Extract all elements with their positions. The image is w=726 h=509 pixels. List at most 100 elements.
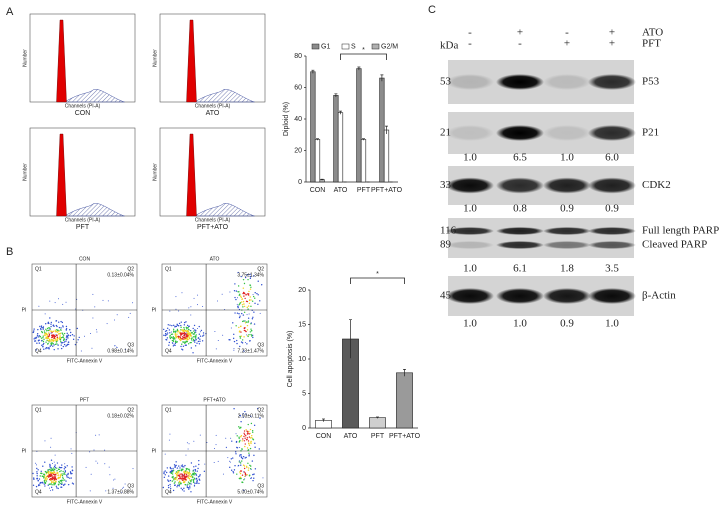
y-axis-label: Number [152, 49, 158, 67]
event-dot [196, 482, 198, 484]
event-dot [51, 336, 53, 339]
event-dot [170, 333, 173, 336]
event-dot [171, 339, 174, 342]
event-dot [167, 484, 170, 487]
event-dot [36, 475, 38, 477]
event-dot [61, 321, 64, 324]
event-dot [248, 430, 250, 433]
event-dot [175, 464, 177, 467]
y-tick-label: 60 [294, 84, 302, 91]
event-dot [58, 330, 60, 333]
event-dot [229, 460, 231, 462]
event-dot [49, 328, 51, 330]
event-dot [180, 334, 182, 336]
event-dot [239, 303, 241, 305]
event-dot [248, 442, 250, 444]
bar [310, 71, 316, 183]
event-dot [57, 468, 60, 471]
event-dot [193, 478, 195, 481]
event-dot [47, 469, 49, 471]
event-dot [69, 471, 72, 473]
event-dot [235, 298, 237, 301]
panel-label: C [428, 4, 436, 16]
event-dot [77, 339, 79, 341]
event-dot [178, 338, 181, 341]
event-dot [190, 491, 192, 493]
event-dot [33, 330, 35, 332]
band-quantification: 0.8 [513, 203, 527, 215]
event-dot [62, 484, 65, 487]
event-dot [35, 349, 38, 351]
quadrant-label: Q3 [127, 483, 134, 489]
event-dot [248, 433, 250, 435]
event-dot [98, 434, 100, 436]
x-axis-label: Channels (PI-A) [195, 103, 231, 109]
event-dot [166, 327, 169, 329]
event-dot [240, 434, 243, 437]
event-dot [67, 472, 69, 475]
event-dot [249, 437, 252, 439]
event-dot [168, 344, 170, 346]
event-dot [257, 280, 259, 282]
event-dot [181, 489, 184, 491]
event-dot [236, 473, 238, 475]
event-dot [46, 478, 49, 480]
event-dot [47, 339, 49, 342]
event-dot [60, 344, 62, 346]
x-axis-label: Channels (PI-A) [65, 217, 101, 223]
event-dot [56, 329, 59, 332]
event-dot [180, 324, 182, 327]
event-dot [49, 300, 51, 302]
error-bar [362, 138, 365, 141]
event-dot [50, 481, 53, 484]
event-dot [199, 340, 201, 343]
event-dot [89, 451, 91, 453]
event-dot [201, 335, 204, 337]
event-dot [177, 337, 180, 340]
event-dot [44, 440, 46, 442]
event-dot [199, 335, 202, 337]
event-dot [242, 300, 245, 303]
event-dot [62, 470, 64, 473]
event-dot [193, 440, 195, 442]
event-dot [186, 471, 188, 474]
event-dot [53, 468, 56, 470]
event-dot [65, 474, 68, 476]
y-tick-label: 0 [302, 425, 306, 432]
event-dot [241, 320, 244, 323]
event-dot [257, 407, 259, 410]
event-dot [181, 292, 183, 294]
event-dot [49, 345, 51, 347]
event-dot [191, 331, 193, 334]
event-dot [194, 329, 196, 331]
event-dot [183, 334, 186, 337]
event-dot [233, 290, 236, 292]
protein-band [496, 288, 544, 304]
event-dot [62, 345, 65, 348]
event-dot [252, 438, 254, 440]
event-dot [41, 331, 44, 334]
band-quantification: 1.0 [605, 318, 619, 330]
event-dot [246, 314, 248, 316]
protein-band [588, 177, 636, 194]
event-dot [52, 467, 55, 469]
legend-swatch [371, 43, 380, 50]
event-dot [189, 475, 191, 478]
event-dot [178, 484, 180, 487]
event-dot [182, 480, 185, 482]
event-dot [65, 345, 67, 347]
event-dot [172, 345, 175, 347]
event-dot [198, 343, 201, 345]
event-dot [123, 486, 125, 488]
event-dot [233, 408, 235, 410]
event-dot [43, 475, 46, 477]
event-dot [237, 271, 239, 274]
hatched-area [63, 88, 125, 103]
event-dot [71, 482, 74, 484]
event-dot [191, 337, 193, 339]
event-dot [238, 436, 240, 438]
event-dot [250, 286, 252, 289]
event-dot [45, 323, 47, 325]
event-dot [247, 449, 250, 451]
quadrant-value: 1.37±0.88% [107, 489, 134, 495]
